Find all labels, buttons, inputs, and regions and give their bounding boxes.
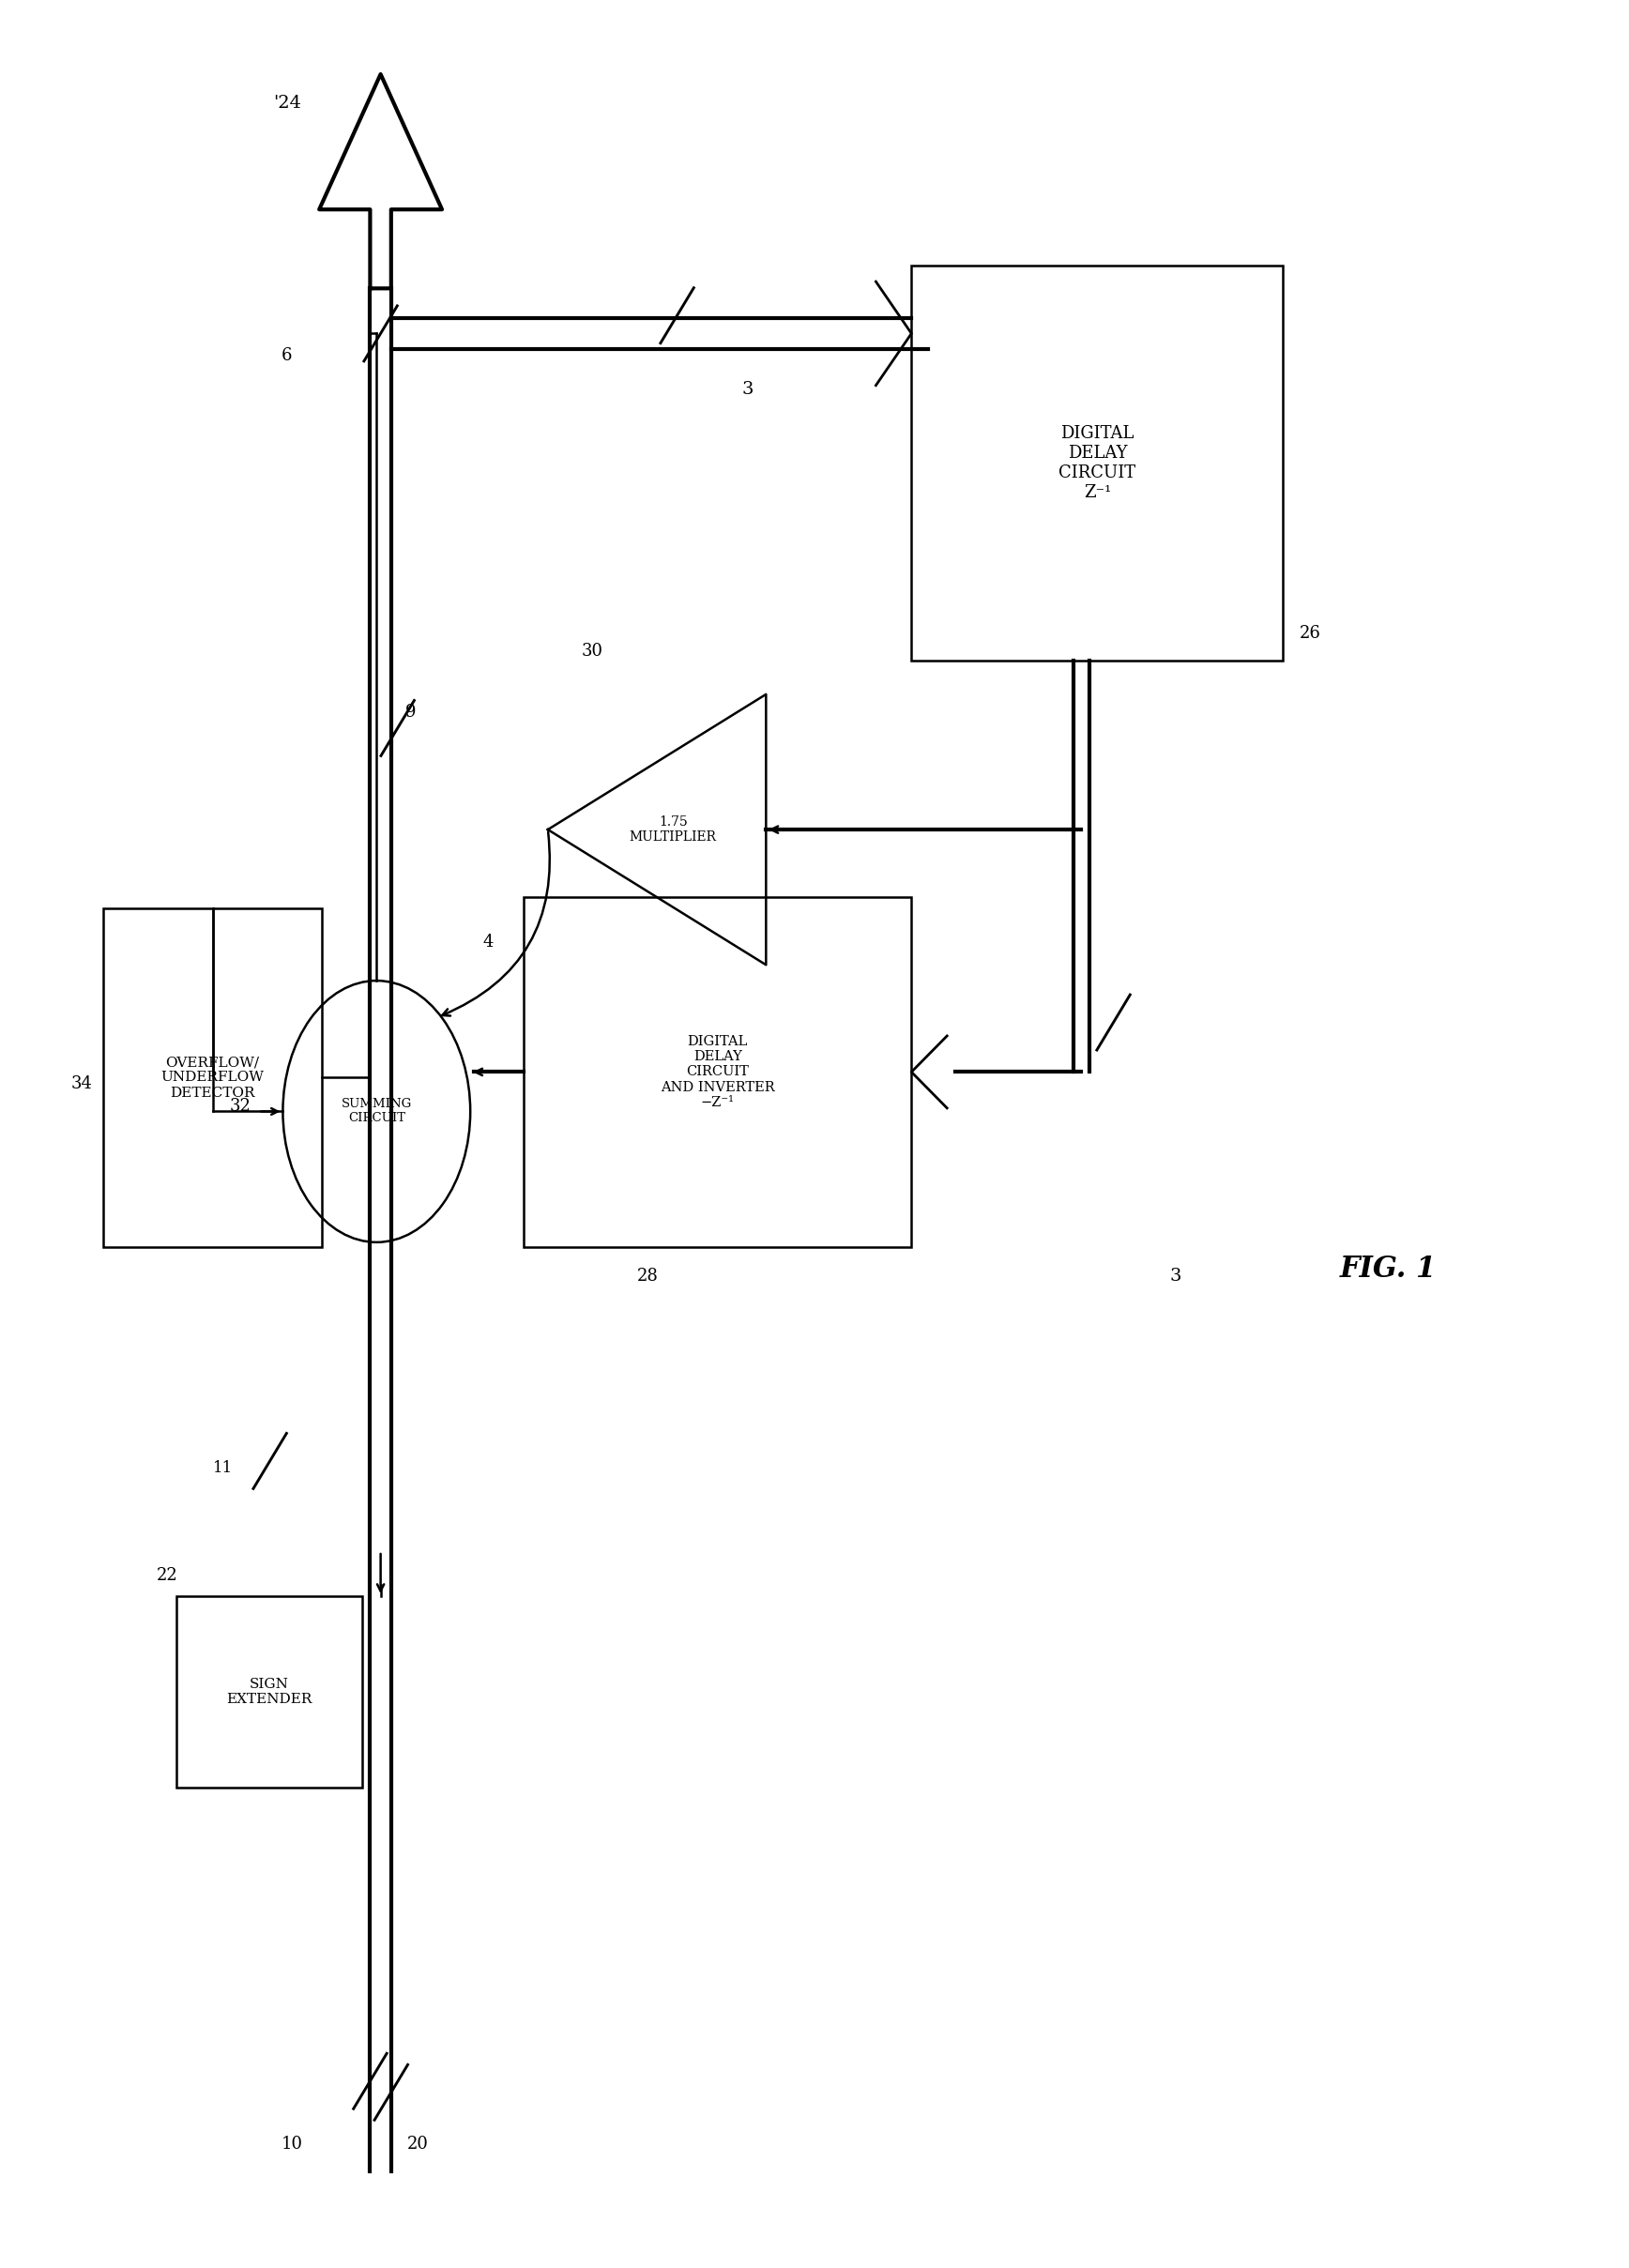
Text: 3: 3 xyxy=(1170,1268,1181,1284)
Text: SIGN
EXTENDER: SIGN EXTENDER xyxy=(226,1678,313,1706)
Text: 10: 10 xyxy=(282,2136,303,2152)
Text: 9: 9 xyxy=(406,703,417,721)
Bar xyxy=(912,265,1284,660)
Text: 26: 26 xyxy=(1300,624,1321,642)
Text: 4: 4 xyxy=(484,934,494,950)
Text: 3: 3 xyxy=(741,381,754,399)
Text: 22: 22 xyxy=(156,1567,178,1585)
Bar xyxy=(176,1597,362,1787)
Text: SUMMING
CIRCUIT: SUMMING CIRCUIT xyxy=(340,1098,412,1125)
Text: 1.75
MULTIPLIER: 1.75 MULTIPLIER xyxy=(629,816,717,844)
Text: DIGITAL
DELAY
CIRCUIT
Z⁻¹: DIGITAL DELAY CIRCUIT Z⁻¹ xyxy=(1059,426,1135,501)
Text: '24: '24 xyxy=(274,95,301,111)
Text: FIG. 1: FIG. 1 xyxy=(1339,1254,1437,1284)
Text: 20: 20 xyxy=(407,2136,428,2152)
Bar xyxy=(523,898,912,1247)
Bar xyxy=(104,909,321,1247)
Text: OVERFLOW/
UNDERFLOW
DETECTOR: OVERFLOW/ UNDERFLOW DETECTOR xyxy=(161,1057,264,1100)
Text: 34: 34 xyxy=(72,1075,93,1093)
Text: 28: 28 xyxy=(637,1268,658,1284)
Text: 32: 32 xyxy=(230,1098,251,1116)
Text: 6: 6 xyxy=(282,347,292,365)
Text: 11: 11 xyxy=(213,1461,233,1476)
Text: 30: 30 xyxy=(582,642,603,660)
Text: DIGITAL
DELAY
CIRCUIT
AND INVERTER
−Z⁻¹: DIGITAL DELAY CIRCUIT AND INVERTER −Z⁻¹ xyxy=(660,1034,775,1109)
